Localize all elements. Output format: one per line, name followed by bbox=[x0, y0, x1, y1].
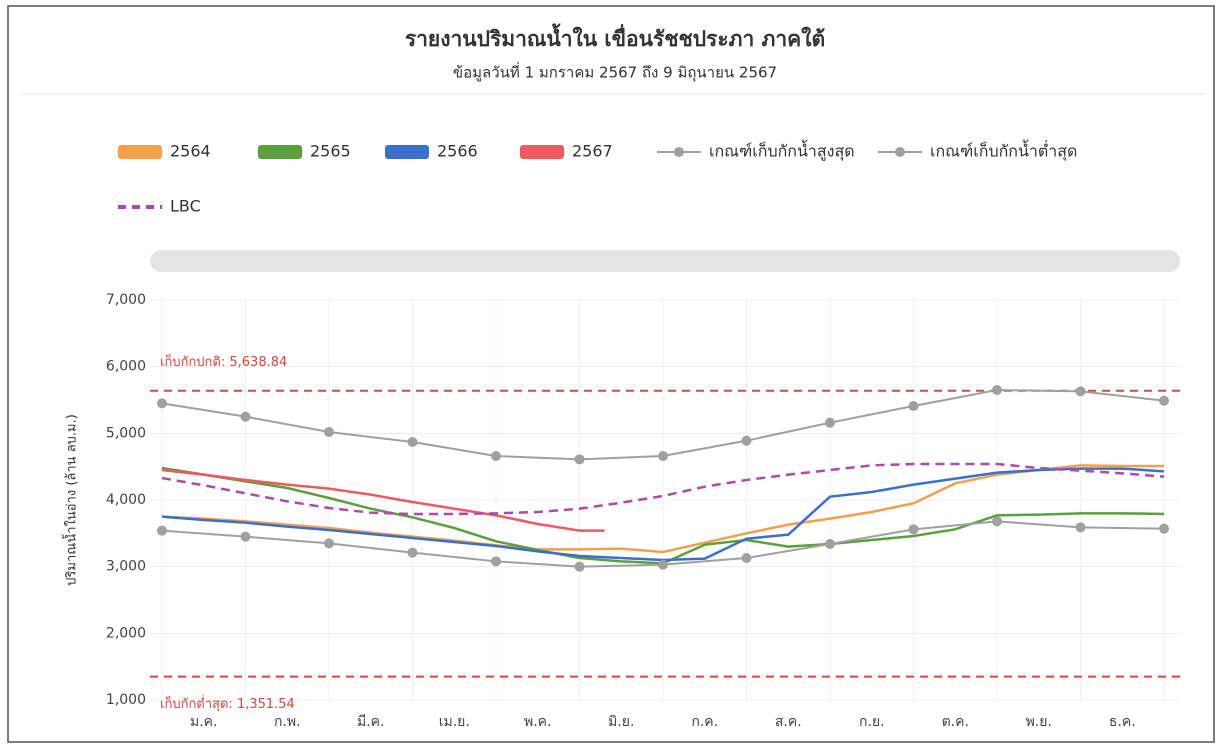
series-point bbox=[491, 451, 501, 461]
chart-subtitle: ข้อมูลวันที่ 1 มกราคม 2567 ถึง 9 มิถุนาย… bbox=[453, 62, 777, 83]
series-point bbox=[741, 553, 752, 563]
x-tick-label: ก.ย. bbox=[859, 714, 885, 730]
series-line bbox=[161, 468, 605, 532]
series-point bbox=[1159, 395, 1169, 406]
series-point bbox=[324, 538, 334, 549]
legend-swatch bbox=[520, 145, 564, 159]
series-point bbox=[1075, 386, 1086, 397]
x-tick-label: เม.ย. bbox=[439, 714, 470, 730]
y-tick-label: 5,000 bbox=[106, 425, 146, 441]
legend-label: เกณฑ์เก็บกักน้ำต่ำสุด bbox=[930, 140, 1077, 162]
y-axis-label: ปริมาณน้ำในอ่าง (ล้าน ลบ.ม.) bbox=[62, 414, 80, 586]
series-point bbox=[992, 516, 1002, 527]
series-point bbox=[1075, 522, 1086, 533]
series-point bbox=[574, 561, 585, 572]
series-line bbox=[161, 462, 1165, 516]
y-tick-label: 1,000 bbox=[106, 692, 146, 708]
x-tick-label: พ.ค. bbox=[524, 714, 552, 730]
series-line bbox=[161, 464, 1164, 554]
y-tick-label: 4,000 bbox=[106, 492, 146, 508]
y-tick-label: 7,000 bbox=[106, 292, 146, 308]
y-tick-label: 2,000 bbox=[106, 625, 146, 641]
series-point bbox=[825, 539, 835, 549]
legend-label: 2567 bbox=[572, 142, 613, 161]
x-tick-label: พ.ย. bbox=[1026, 714, 1052, 730]
x-tick-label: ต.ค. bbox=[942, 714, 969, 730]
x-tick-label: ก.พ. bbox=[274, 714, 301, 730]
series-point bbox=[157, 525, 167, 536]
legend-label: 2564 bbox=[170, 142, 211, 161]
legend-label: 2565 bbox=[310, 142, 351, 161]
series-point bbox=[992, 385, 1002, 395]
frame bbox=[7, 5, 1215, 743]
legend-label: LBC bbox=[170, 197, 201, 216]
series-point bbox=[658, 559, 668, 570]
series-point bbox=[1159, 523, 1169, 534]
legend-swatch bbox=[895, 147, 905, 157]
reference-label: เก็บกักปกติ: 5,638.84 bbox=[160, 352, 287, 370]
x-tick-label: ก.ค. bbox=[691, 714, 718, 730]
legend-label: เกณฑ์เก็บกักน้ำสูงสุด bbox=[709, 140, 855, 162]
series-point bbox=[825, 417, 835, 428]
legend-label: 2566 bbox=[437, 142, 478, 161]
x-tick-label: ม.ค. bbox=[190, 714, 218, 730]
y-tick-label: 3,000 bbox=[106, 559, 146, 575]
x-tick-label: มี.ค. bbox=[357, 714, 385, 730]
y-tick-label: 6,000 bbox=[106, 359, 146, 375]
series-point bbox=[908, 401, 919, 411]
series-point bbox=[658, 451, 668, 461]
legend-swatch bbox=[258, 145, 302, 159]
series-point bbox=[240, 531, 251, 542]
series-point bbox=[324, 427, 334, 437]
series-point bbox=[491, 556, 501, 567]
chart-title: รายงานปริมาณน้ำใน เขื่อนรัชชประภา ภาคใต้ bbox=[405, 23, 825, 51]
legend-swatch bbox=[385, 145, 429, 159]
legend-swatch bbox=[118, 145, 162, 159]
series-point bbox=[407, 437, 418, 447]
series-point bbox=[407, 547, 418, 558]
series-point bbox=[240, 411, 251, 422]
x-tick-label: ธ.ค. bbox=[1109, 714, 1136, 730]
series-point bbox=[741, 435, 752, 446]
x-tick-label: มิ.ย. bbox=[608, 714, 634, 730]
x-tick-label: ส.ค. bbox=[775, 714, 802, 730]
series-point bbox=[157, 398, 167, 409]
range-slider[interactable] bbox=[150, 250, 1180, 272]
reference-label: เก็บกักต่ำสุด: 1,351.54 bbox=[160, 694, 295, 712]
series-point bbox=[574, 454, 585, 465]
series-point bbox=[908, 524, 919, 535]
legend-swatch bbox=[674, 147, 684, 157]
